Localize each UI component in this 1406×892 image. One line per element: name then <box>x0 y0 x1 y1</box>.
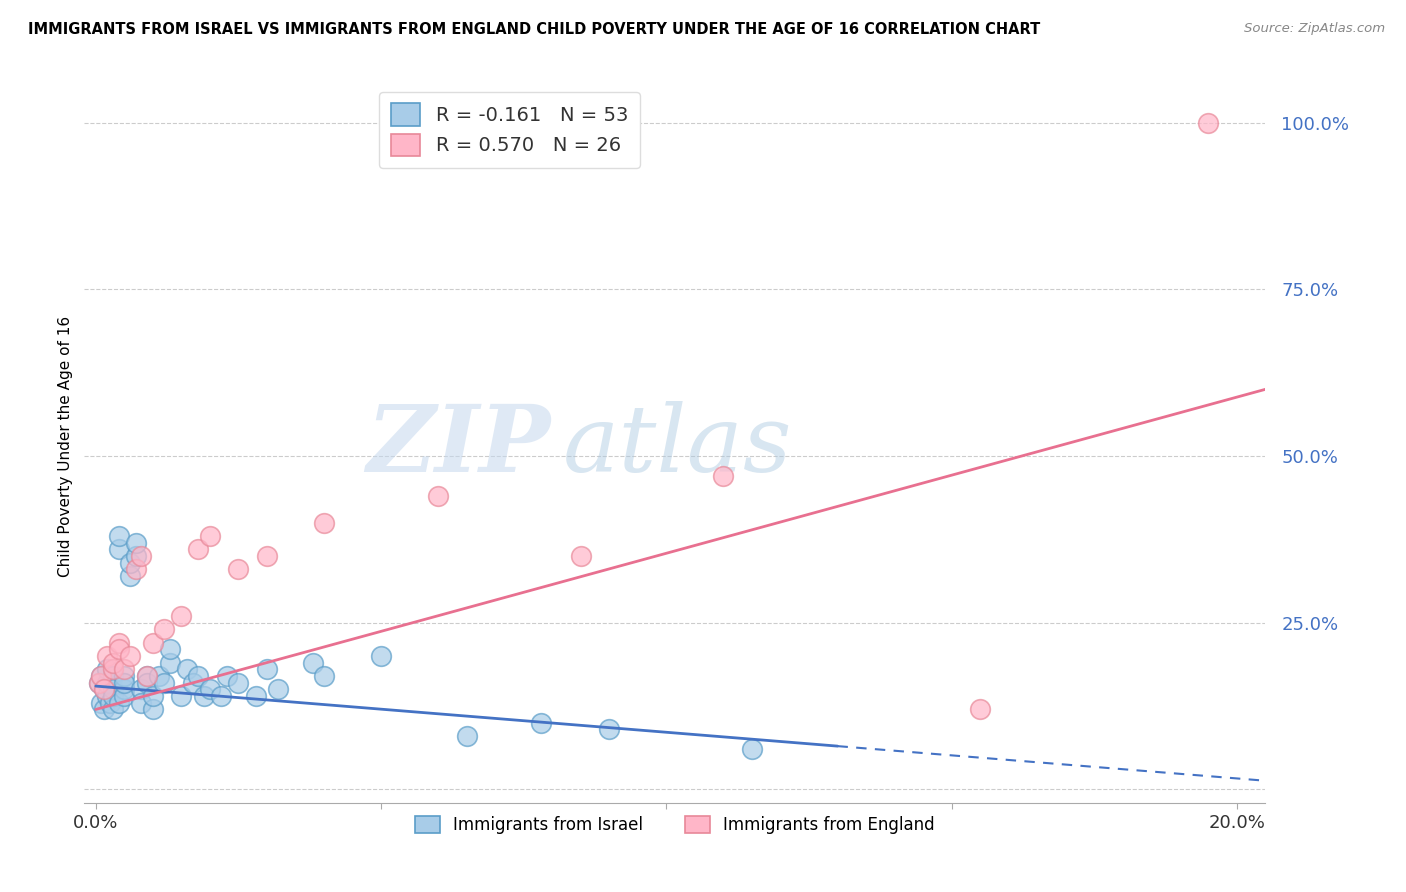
Point <box>112 689 135 703</box>
Point <box>101 682 124 697</box>
Point <box>93 702 115 716</box>
Point <box>170 689 193 703</box>
Point <box>598 723 620 737</box>
Point <box>193 689 215 703</box>
Point <box>215 669 238 683</box>
Point <box>87 675 110 690</box>
Point <box>969 702 991 716</box>
Point <box>148 669 170 683</box>
Point <box>107 542 129 557</box>
Point <box>101 669 124 683</box>
Point <box>711 469 734 483</box>
Y-axis label: Child Poverty Under the Age of 16: Child Poverty Under the Age of 16 <box>58 316 73 576</box>
Point <box>131 682 153 697</box>
Point <box>87 675 110 690</box>
Point <box>107 642 129 657</box>
Point <box>170 609 193 624</box>
Point <box>142 702 165 716</box>
Point <box>741 742 763 756</box>
Point <box>198 682 221 697</box>
Point <box>118 569 141 583</box>
Point <box>198 529 221 543</box>
Point <box>96 649 118 664</box>
Point <box>312 669 335 683</box>
Point <box>131 696 153 710</box>
Point <box>96 689 118 703</box>
Text: atlas: atlas <box>562 401 792 491</box>
Point <box>136 669 159 683</box>
Point <box>142 689 165 703</box>
Point <box>159 656 181 670</box>
Point <box>125 535 148 549</box>
Point <box>90 696 112 710</box>
Point <box>107 696 129 710</box>
Point <box>125 562 148 576</box>
Point <box>256 662 278 676</box>
Point <box>96 662 118 676</box>
Point <box>107 529 129 543</box>
Point <box>118 556 141 570</box>
Point <box>107 636 129 650</box>
Point <box>96 675 118 690</box>
Point <box>228 675 250 690</box>
Point <box>112 682 135 697</box>
Text: IMMIGRANTS FROM ISRAEL VS IMMIGRANTS FROM ENGLAND CHILD POVERTY UNDER THE AGE OF: IMMIGRANTS FROM ISRAEL VS IMMIGRANTS FRO… <box>28 22 1040 37</box>
Point <box>131 549 153 563</box>
Point <box>569 549 592 563</box>
Point <box>159 642 181 657</box>
Point <box>101 662 124 676</box>
Point <box>136 669 159 683</box>
Point <box>90 669 112 683</box>
Point <box>125 549 148 563</box>
Text: Source: ZipAtlas.com: Source: ZipAtlas.com <box>1244 22 1385 36</box>
Point <box>90 669 112 683</box>
Point <box>256 549 278 563</box>
Point <box>187 669 209 683</box>
Point <box>112 675 135 690</box>
Point <box>98 696 121 710</box>
Point <box>312 516 335 530</box>
Point <box>267 682 290 697</box>
Point <box>176 662 198 676</box>
Point <box>153 623 176 637</box>
Point <box>101 702 124 716</box>
Point <box>136 675 159 690</box>
Point <box>93 682 115 697</box>
Point <box>456 729 478 743</box>
Text: ZIP: ZIP <box>367 401 551 491</box>
Point <box>301 656 323 670</box>
Point <box>118 649 141 664</box>
Point <box>245 689 267 703</box>
Point <box>427 489 450 503</box>
Point <box>112 662 135 676</box>
Legend: Immigrants from Israel, Immigrants from England: Immigrants from Israel, Immigrants from … <box>408 809 942 841</box>
Point <box>187 542 209 557</box>
Point <box>112 669 135 683</box>
Point <box>530 715 553 730</box>
Point <box>101 689 124 703</box>
Point <box>93 682 115 697</box>
Point <box>370 649 392 664</box>
Point <box>209 689 232 703</box>
Point <box>153 675 176 690</box>
Point <box>142 636 165 650</box>
Point <box>181 675 204 690</box>
Point <box>228 562 250 576</box>
Point <box>101 656 124 670</box>
Point <box>1197 115 1219 129</box>
